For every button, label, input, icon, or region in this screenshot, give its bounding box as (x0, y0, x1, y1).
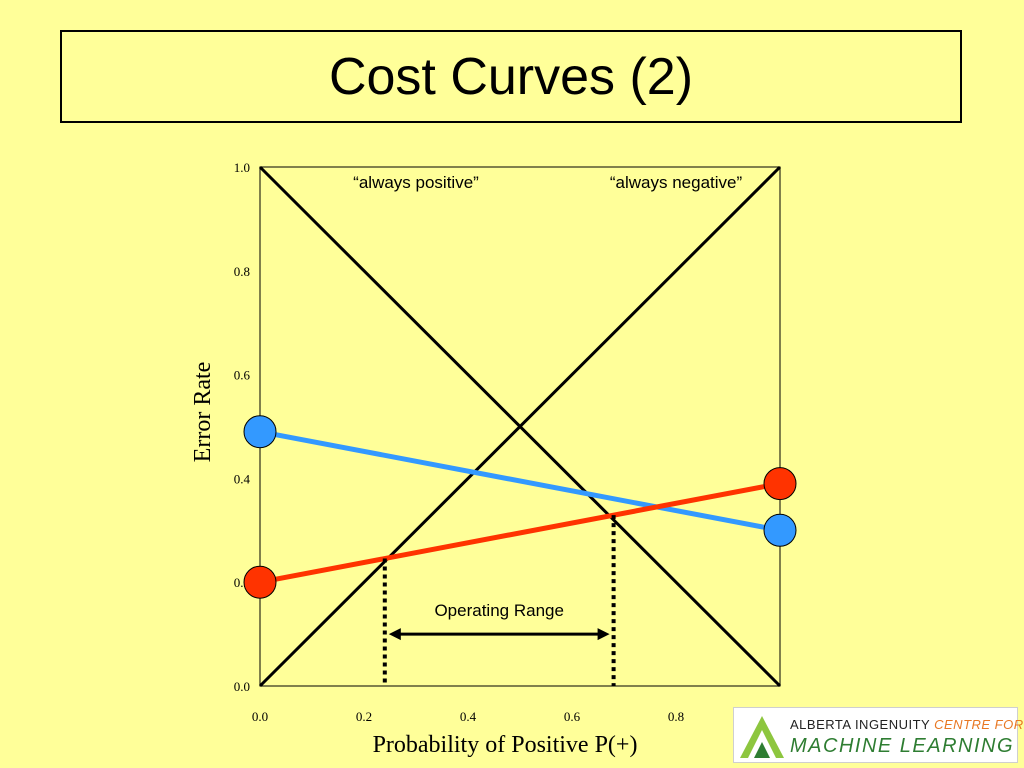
title-box: Cost Curves (2) (60, 30, 962, 123)
series-label: “always positive” (353, 173, 479, 192)
series-line-3 (259, 481, 781, 585)
x-axis-label: Probability of Positive P(+) (373, 732, 638, 758)
series-line-1 (258, 165, 782, 688)
series-marker (763, 467, 797, 501)
y-tick-label: 1.0 (234, 160, 250, 175)
logo-line1-accent: CENTRE FOR (934, 717, 1024, 732)
logo-mark-icon (740, 716, 784, 758)
series-lines (258, 165, 782, 688)
series-label: “always negative” (610, 173, 743, 192)
x-tick-labels: 0.00.20.40.60.81.0 (252, 709, 788, 724)
arrowhead-right-icon (597, 628, 610, 641)
logo-line1-main: ALBERTA INGENUITY (790, 717, 930, 732)
series-marker (243, 415, 277, 449)
y-tick-label: 0.8 (234, 264, 250, 279)
x-tick-label: 0.4 (460, 709, 477, 724)
slide-title: Cost Curves (2) (328, 47, 694, 106)
x-tick-label: 0.6 (564, 709, 581, 724)
y-tick-label: 0.4 (234, 471, 251, 486)
y-tick-label: 0.0 (234, 679, 250, 694)
x-tick-label: 0.8 (668, 709, 684, 724)
series-markers (243, 415, 797, 599)
y-tick-label: 0.6 (234, 368, 251, 383)
logo-line1: ALBERTA INGENUITY CENTRE FOR (790, 717, 1024, 732)
logo-line2: MACHINE LEARNING (790, 735, 1015, 757)
operating-range: Operating Range (382, 515, 616, 686)
logo: ALBERTA INGENUITY CENTRE FOR MACHINE LEA… (733, 707, 1023, 763)
y-axis-label: Error Rate (190, 362, 216, 463)
series-labels: “always positive” “always negative” (353, 173, 742, 192)
y-tick-labels: 0.00.20.40.60.81.0 (234, 160, 251, 694)
series-marker (763, 513, 797, 547)
series-line-2 (259, 429, 781, 533)
operating-range-label: Operating Range (434, 601, 563, 620)
series-marker (243, 565, 277, 599)
x-tick-label: 0.0 (252, 709, 268, 724)
x-tick-label: 0.2 (356, 709, 372, 724)
arrowhead-left-icon (388, 628, 401, 641)
